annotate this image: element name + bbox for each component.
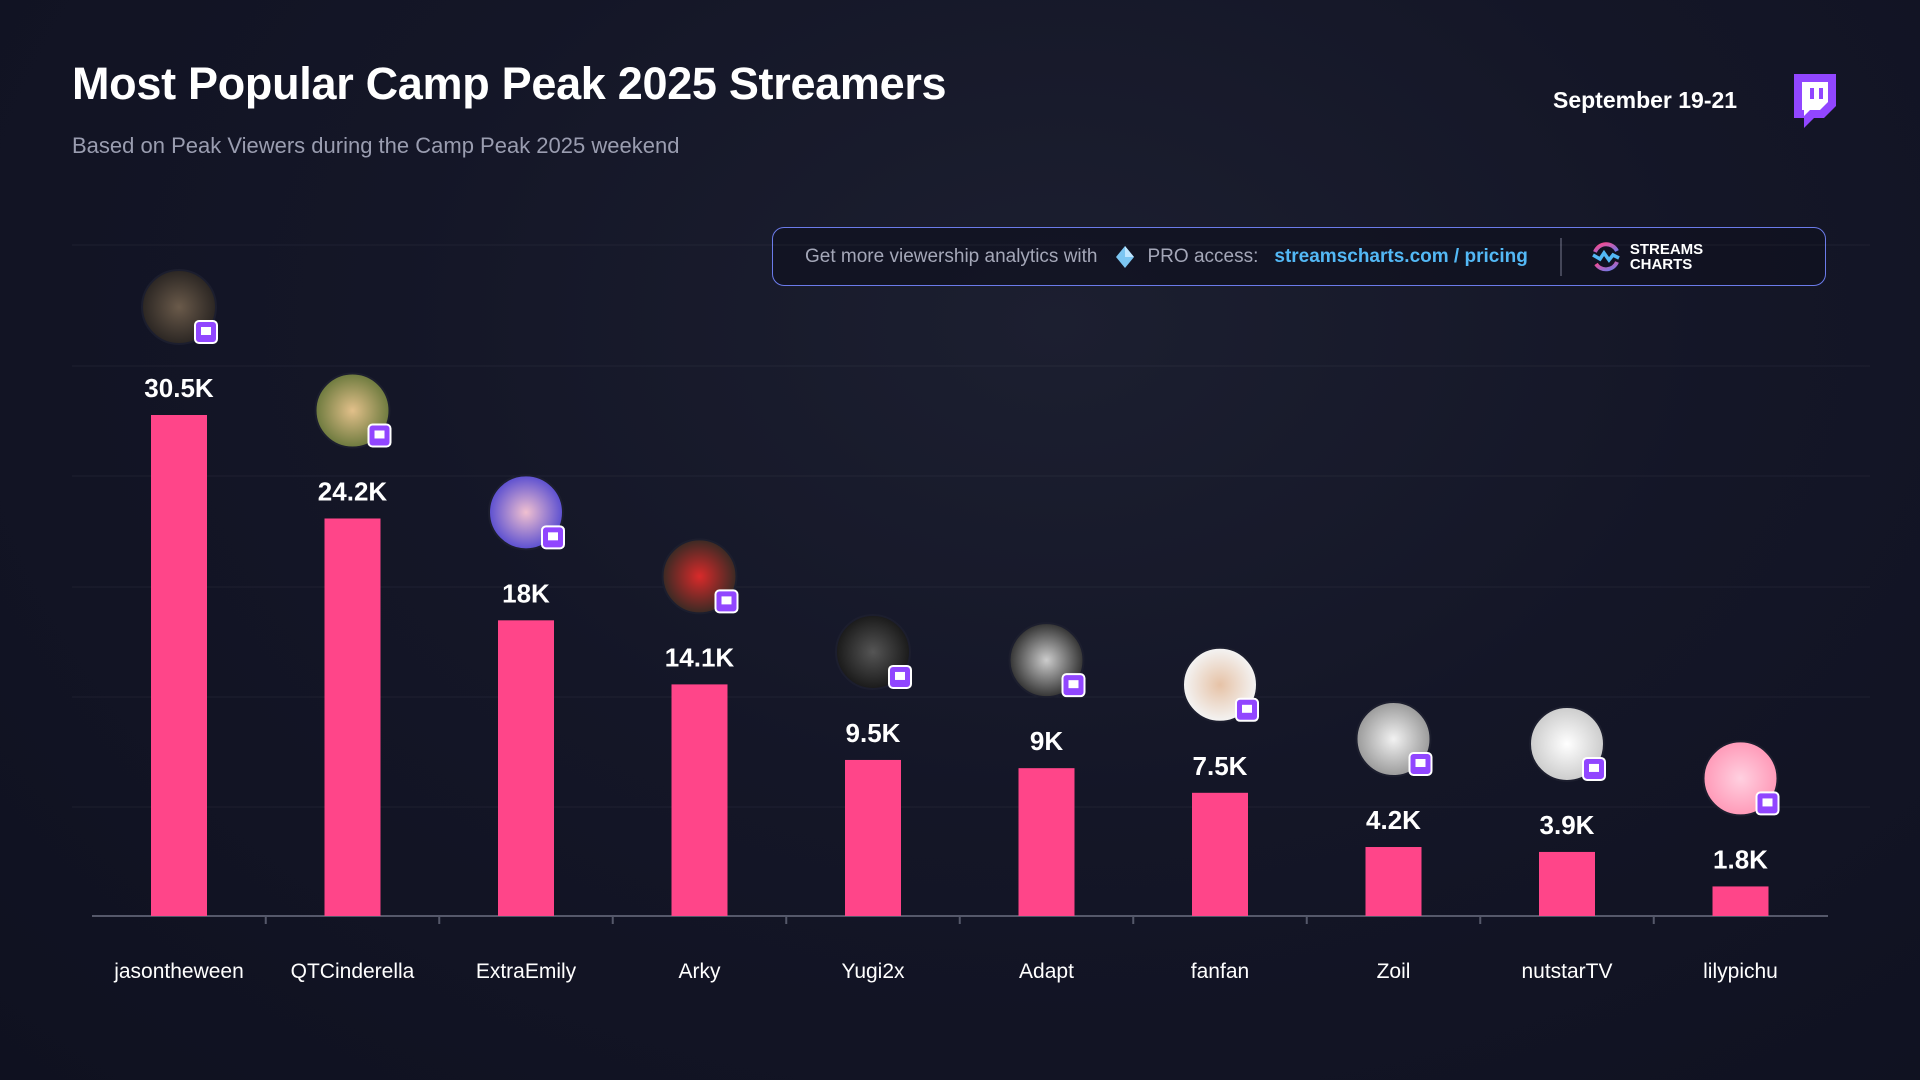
twitch-badge-glyph [1762, 798, 1773, 807]
twitch-badge-glyph [721, 596, 732, 605]
category-label: lilypichu [1703, 960, 1778, 983]
value-label: 9.5K [846, 718, 901, 748]
value-label: 4.2K [1366, 805, 1421, 835]
value-label: 1.8K [1713, 844, 1768, 874]
bar-lilypichu [1712, 886, 1769, 916]
bar-Arky [671, 684, 728, 916]
date-range: September 19-21 [1553, 87, 1738, 113]
bar-QTCinderella [324, 518, 381, 916]
twitch-badge-glyph [374, 430, 385, 439]
page-title: Most Popular Camp Peak 2025 Streamers [72, 58, 947, 109]
bar-fanfan [1192, 792, 1248, 916]
bar-nutstarTV [1539, 851, 1595, 916]
bar-ExtraEmily [498, 620, 554, 916]
category-label: Arky [679, 960, 722, 983]
streams-charts-logo: STREAMS CHARTS [1590, 241, 1703, 273]
twitch-badge-glyph [201, 327, 211, 335]
brand-line1: STREAMS [1629, 240, 1704, 258]
twitch-badge-glyph [1589, 763, 1599, 772]
category-label: Yugi2x [841, 960, 905, 983]
category-label: Zoil [1377, 960, 1411, 983]
brand-line2: CHARTS [1629, 255, 1693, 273]
bar-Adapt [1018, 768, 1075, 916]
twitch-icon [1794, 74, 1836, 128]
category-label: nutstarTV [1521, 960, 1612, 983]
page-subtitle: Based on Peak Viewers during the Camp Pe… [72, 133, 680, 158]
category-label: jasontheween [113, 960, 244, 983]
twitch-badge-glyph [1242, 704, 1252, 713]
pro-banner[interactable]: Get more viewership analytics with PRO a… [772, 227, 1826, 286]
twitch-badge-glyph [1415, 759, 1426, 768]
divider [1559, 237, 1562, 276]
value-label: 30.5K [144, 373, 214, 403]
value-label: 24.2K [318, 476, 388, 506]
bar-Zoil [1365, 847, 1422, 916]
banner-text: Get more viewership analytics with [805, 245, 1098, 267]
category-label: fanfan [1191, 960, 1249, 983]
twitch-badge-glyph [895, 671, 905, 680]
category-label: Adapt [1019, 960, 1074, 983]
twitch-badge-glyph [1068, 680, 1079, 689]
banner-pro: PRO access: [1147, 245, 1259, 267]
value-label: 9K [1030, 726, 1063, 756]
pricing-link[interactable]: streamscharts.com / pricing [1274, 245, 1528, 267]
value-label: 18K [502, 578, 550, 608]
diamond-icon [1115, 245, 1134, 268]
category-label: ExtraEmily [476, 960, 577, 983]
streams-charts-icon [1591, 241, 1620, 271]
bar-jasontheween [151, 415, 207, 916]
category-label: QTCinderella [291, 960, 415, 983]
value-label: 7.5K [1193, 751, 1248, 781]
value-label: 3.9K [1540, 810, 1595, 840]
value-label: 14.1K [665, 642, 735, 672]
twitch-badge-glyph [548, 532, 558, 541]
bar-Yugi2x [845, 759, 901, 916]
